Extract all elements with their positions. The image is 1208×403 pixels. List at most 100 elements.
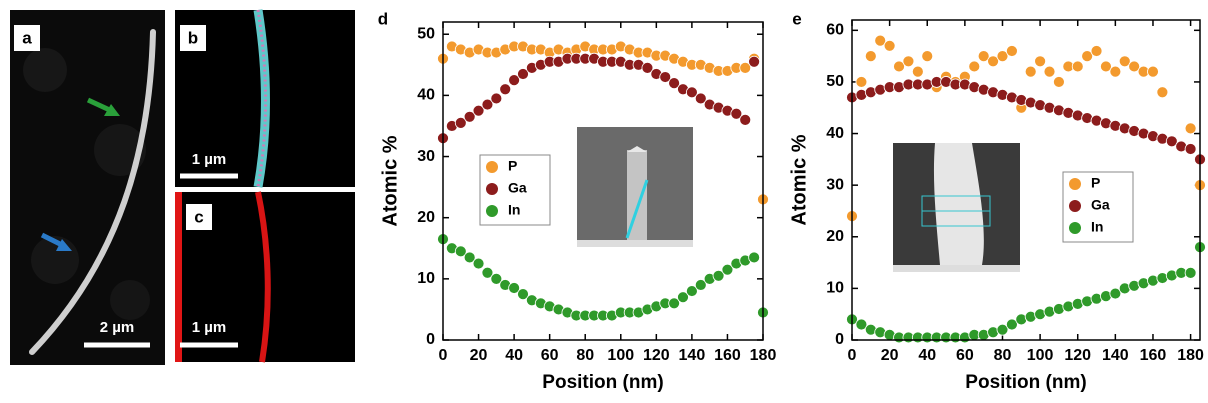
- y-axis-label: Atomic %: [788, 134, 810, 225]
- y-tick-label: 20: [826, 228, 844, 245]
- data-point: [864, 50, 877, 63]
- scale-bar-label: 1 µm: [192, 151, 227, 168]
- data-point: [987, 55, 999, 68]
- arrow-head: [104, 104, 120, 116]
- x-axis-label: Position (nm): [542, 372, 663, 393]
- data-point: [721, 263, 734, 276]
- x-tick-label: 140: [1102, 347, 1129, 364]
- data-point: [1043, 65, 1056, 78]
- y-tick-label: 10: [417, 270, 435, 287]
- x-tick-label: 180: [1177, 347, 1204, 364]
- legend-label: In: [1091, 219, 1103, 235]
- nanowire-tip: [627, 146, 647, 152]
- data-point: [968, 60, 981, 73]
- data-point: [1147, 65, 1159, 78]
- data-point: [490, 92, 503, 105]
- x-tick-label: 20: [470, 347, 488, 364]
- panel-b: b 1 µm: [175, 9, 355, 188]
- y-tick-label: 0: [426, 331, 435, 348]
- data-point: [1184, 267, 1197, 279]
- data-point: [659, 71, 672, 83]
- data-point: [1109, 287, 1122, 300]
- y-tick-label: 0: [835, 331, 844, 348]
- panel-label: b: [188, 28, 198, 47]
- data-point: [855, 76, 868, 88]
- data-point: [685, 86, 698, 99]
- texture: [23, 48, 67, 92]
- data-point: [508, 74, 521, 86]
- data-point: [902, 55, 915, 68]
- data-point: [1109, 65, 1122, 78]
- x-tick-label: 80: [994, 347, 1012, 364]
- x-tick-label: 80: [576, 347, 594, 364]
- x-tick-label: 0: [439, 347, 448, 364]
- data-point: [641, 61, 654, 74]
- legend-label: P: [508, 158, 517, 174]
- texture: [110, 280, 150, 320]
- x-tick-label: 60: [541, 347, 559, 364]
- data-point: [1156, 86, 1169, 99]
- data-point: [463, 110, 476, 123]
- inset-d: [577, 127, 693, 247]
- data-point: [685, 285, 698, 297]
- data-point: [463, 251, 476, 264]
- data-point: [911, 65, 924, 78]
- data-point: [677, 291, 689, 304]
- data-point: [883, 39, 896, 52]
- data-point: [1118, 55, 1131, 68]
- data-point: [996, 50, 1009, 63]
- data-point: [454, 245, 467, 258]
- nanowire: [933, 143, 984, 265]
- data-point: [874, 34, 887, 47]
- data-point: [1071, 60, 1084, 73]
- panel-label: d: [378, 9, 388, 28]
- panel-label: c: [194, 207, 203, 226]
- elemental-map: [253, 9, 271, 188]
- data-point: [508, 282, 521, 294]
- x-tick-label: 160: [714, 347, 741, 364]
- x-tick-label: 120: [643, 347, 670, 364]
- label-box: [180, 25, 206, 51]
- legend-marker: [486, 205, 498, 217]
- data-point: [668, 297, 681, 310]
- data-point: [490, 272, 503, 285]
- inset-footer: [577, 240, 693, 247]
- data-point: [694, 92, 707, 105]
- edge-strip: [175, 192, 182, 362]
- scale-bar-label: 2 µm: [100, 319, 135, 336]
- x-tick-label: 120: [1064, 347, 1091, 364]
- data-point: [1128, 60, 1141, 73]
- label-box: [14, 25, 40, 51]
- x-axis-label: Position (nm): [965, 372, 1086, 393]
- data-point: [1184, 122, 1197, 135]
- x-tick-label: 40: [918, 347, 936, 364]
- y-tick-label: 10: [826, 280, 844, 297]
- data-point: [1165, 135, 1178, 148]
- data-point: [748, 251, 761, 264]
- x-tick-label: 40: [505, 347, 523, 364]
- legend-label: P: [1091, 175, 1100, 191]
- x-tick-label: 0: [848, 347, 857, 364]
- x-tick-label: 180: [750, 347, 777, 364]
- data-point: [472, 104, 485, 117]
- nanowire: [627, 150, 647, 240]
- data-point: [1005, 45, 1018, 57]
- legend-marker: [1069, 178, 1081, 190]
- legend-marker: [1069, 200, 1081, 212]
- legend-label: Ga: [508, 180, 527, 196]
- x-tick-label: 140: [679, 347, 706, 364]
- data-point: [1081, 50, 1094, 63]
- linescan: [625, 179, 649, 239]
- data-point: [977, 50, 990, 63]
- data-point: [996, 323, 1009, 336]
- y-tick-label: 30: [417, 148, 435, 165]
- y-tick-label: 50: [417, 25, 435, 42]
- label-box: [186, 204, 212, 230]
- legend-label: In: [508, 202, 520, 218]
- inset-e: [893, 143, 1020, 272]
- plot-frame: [442, 21, 764, 341]
- data-point: [481, 266, 494, 279]
- y-axis-label: Atomic %: [379, 135, 401, 226]
- data-point: [499, 83, 512, 96]
